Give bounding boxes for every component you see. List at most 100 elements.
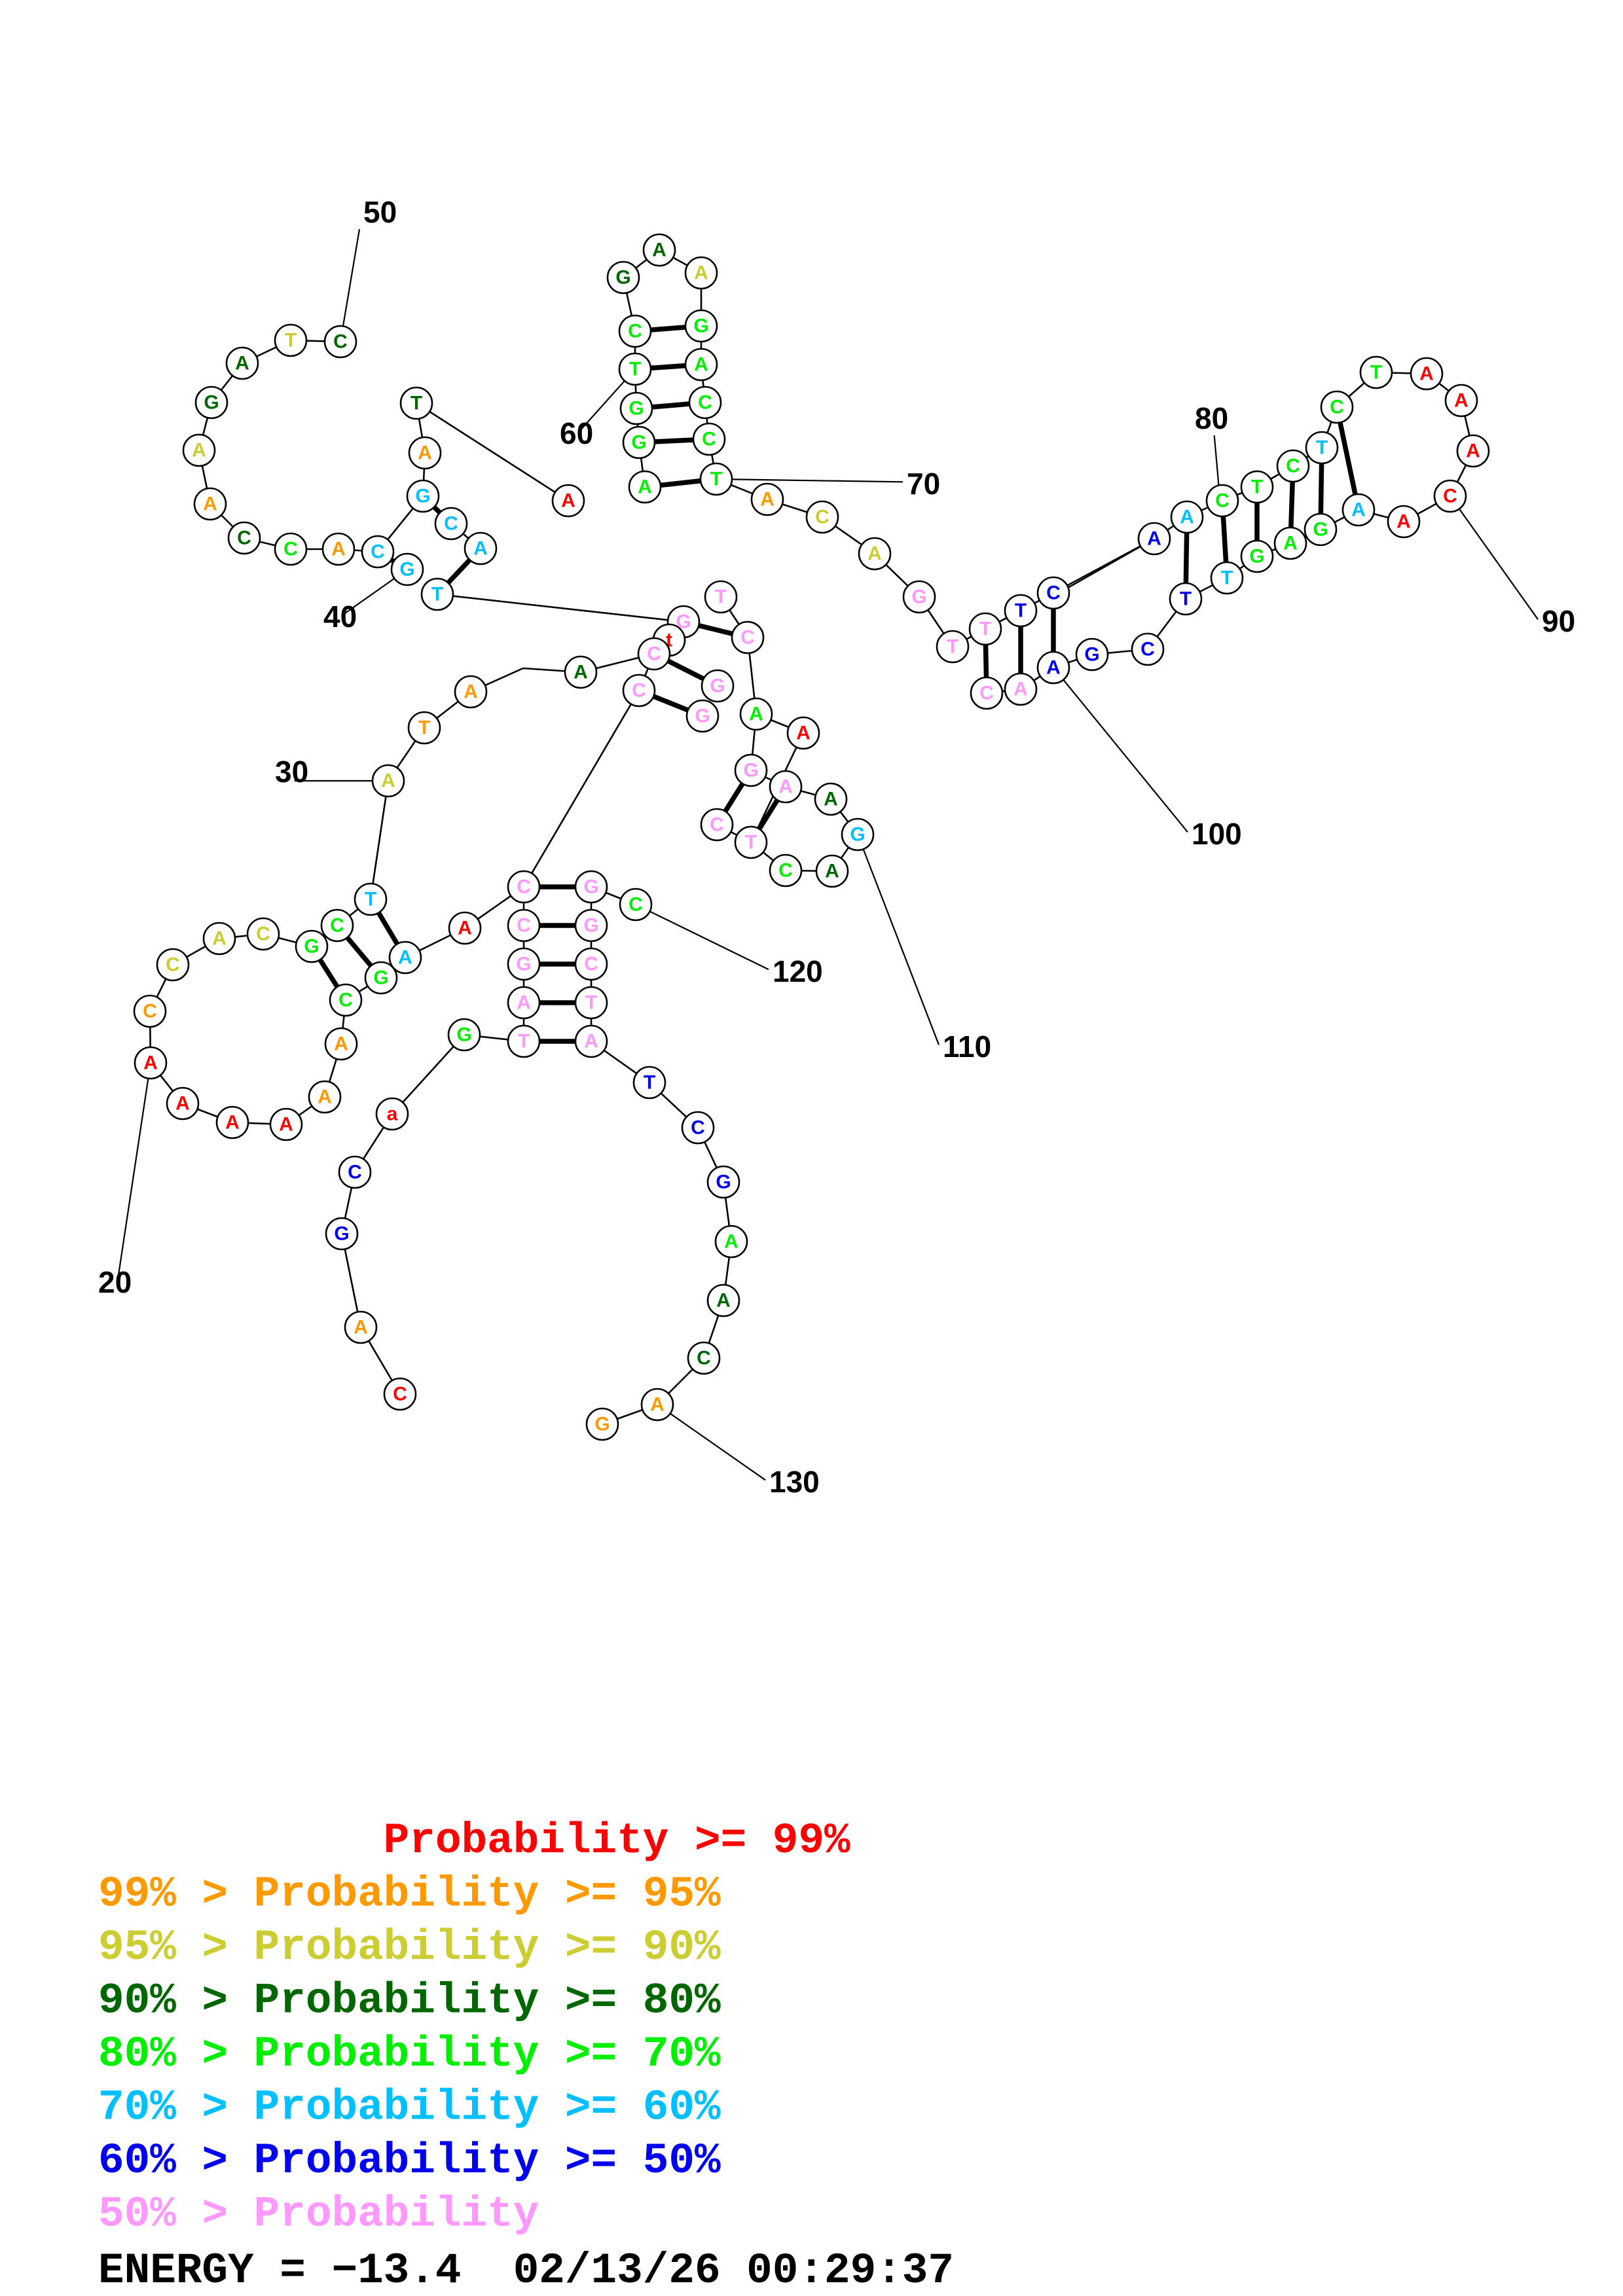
svg-text:T: T [947,636,958,658]
svg-text:C: C [371,541,385,563]
svg-text:80: 80 [1195,401,1228,435]
svg-text:C: C [1286,456,1300,477]
svg-text:G: G [693,315,708,337]
svg-text:A: A [225,1112,240,1134]
svg-text:A: A [638,476,652,498]
svg-text:C: C [517,915,531,937]
svg-text:G: G [594,1414,610,1435]
svg-text:G: G [583,876,598,898]
svg-text:C: C [698,392,712,414]
svg-text:A: A [796,723,811,744]
svg-text:T: T [1221,567,1233,589]
svg-text:C: C [237,528,251,549]
svg-text:90% > Probability >= 80%: 90% > Probability >= 80% [98,1977,721,2026]
svg-text:C: C [702,429,716,450]
svg-text:100: 100 [1192,817,1242,851]
svg-text:T: T [410,393,422,414]
svg-text:G: G [716,1172,731,1193]
svg-text:T: T [710,469,722,490]
svg-text:95% > Probability >= 90%: 95% > Probability >= 90% [98,1923,721,1972]
svg-text:ENERGY = −13.4 02/13/26 00:29: ENERGY = −13.4 02/13/26 00:29:37 [98,2246,954,2295]
svg-text:C: C [647,643,661,665]
svg-text:A: A [464,681,478,703]
svg-text:C: C [1046,583,1061,604]
svg-text:C: C [393,1384,407,1405]
svg-text:C: C [330,915,344,937]
svg-text:T: T [1015,600,1027,622]
svg-text:T: T [285,330,297,351]
svg-text:A: A [561,490,575,512]
svg-text:A: A [1396,511,1411,533]
svg-text:50: 50 [363,195,397,229]
svg-text:C: C [691,1117,705,1139]
svg-text:C: C [778,860,793,882]
svg-text:C: C [1215,490,1230,512]
svg-text:30: 30 [275,755,308,789]
svg-text:G: G [334,1223,349,1245]
svg-text:A: A [175,1093,190,1115]
svg-text:A: A [398,947,412,969]
svg-text:A: A [760,489,775,511]
svg-text:G: G [743,760,758,781]
svg-text:A: A [584,1031,598,1052]
svg-text:A: A [1283,533,1298,554]
svg-text:A: A [192,440,206,461]
svg-text:C: C [444,513,458,535]
svg-text:T: T [715,586,727,608]
svg-text:A: A [574,662,588,683]
svg-text:C: C [979,683,994,704]
svg-text:C: C [517,876,531,898]
svg-text:120: 120 [773,954,823,988]
svg-text:A: A [331,539,346,560]
svg-text:C: C [632,680,646,702]
svg-text:T: T [979,619,991,640]
svg-text:C: C [584,954,598,975]
svg-text:G: G [583,915,598,937]
svg-text:C: C [1140,639,1155,660]
svg-text:a: a [387,1103,398,1125]
svg-text:A: A [749,704,763,725]
svg-text:130: 130 [769,1465,820,1499]
svg-text:A: A [143,1052,158,1074]
svg-text:70% > Probability >= 60%: 70% > Probability >= 60% [98,2083,721,2132]
svg-text:G: G [911,586,926,608]
svg-text:G: G [415,486,430,507]
svg-text:A: A [334,1033,348,1055]
svg-text:A: A [694,262,708,284]
svg-text:G: G [695,706,710,727]
svg-text:60: 60 [560,416,593,450]
svg-text:C: C [628,321,642,342]
svg-text:G: G [629,398,644,420]
svg-text:G: G [1084,644,1099,666]
svg-text:A: A [778,776,793,798]
svg-text:70: 70 [907,467,940,501]
svg-text:C: C [256,924,270,945]
svg-text:C: C [697,1348,711,1369]
svg-text:80% > Probability >= 70%: 80% > Probability >= 70% [98,2030,721,2079]
svg-text:C: C [166,954,180,976]
svg-text:110: 110 [943,1030,991,1064]
svg-text:G: G [304,936,319,958]
svg-text:A: A [517,992,531,1014]
svg-text:G: G [710,675,725,697]
svg-text:A: A [1180,507,1194,528]
svg-text:C: C [283,539,298,560]
svg-text:99% > Probability >= 95%: 99% > Probability >= 95% [98,1870,721,1919]
svg-text:T: T [629,359,641,380]
svg-text:C: C [629,894,643,916]
svg-text:A: A [724,1231,739,1253]
svg-text:A: A [381,770,395,792]
svg-text:G: G [516,954,531,975]
svg-text:A: A [652,240,666,261]
svg-text:T: T [585,992,597,1014]
svg-text:C: C [348,1162,362,1183]
svg-text:A: A [279,1114,293,1136]
svg-text:A: A [867,543,882,565]
svg-text:A: A [1466,440,1480,462]
svg-text:A: A [1147,528,1161,550]
svg-text:60% > Probability >= 50%: 60% > Probability >= 50% [98,2136,721,2185]
svg-text:A: A [650,1394,665,1416]
svg-text:Probability >= 99%: Probability >= 99% [98,1816,850,1865]
svg-text:A: A [318,1086,332,1108]
svg-text:A: A [1351,499,1366,521]
